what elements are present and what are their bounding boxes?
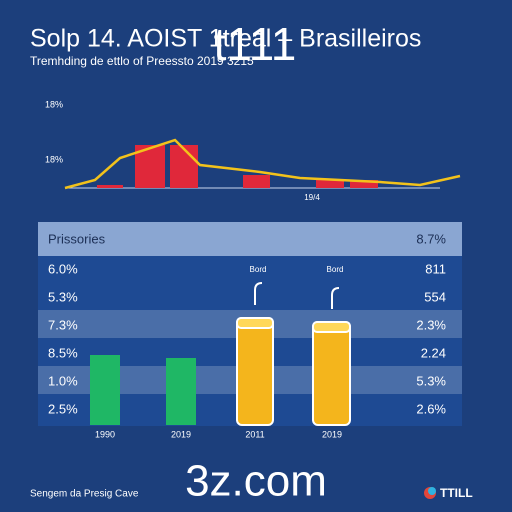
title: Solp 14. AOIST 1treal – Brasilleiros	[30, 25, 421, 53]
x-label: 1990	[95, 429, 115, 439]
row-cell: 554	[424, 289, 446, 304]
pointer	[254, 282, 263, 305]
top-chart: 18% 18% 19/4	[45, 99, 461, 202]
rows: 6.0% 811 5.3% 554 7.3% 2.3% 8.5% 2.24 1.0% 5.3% 2.…	[48, 261, 446, 416]
bar	[316, 180, 344, 188]
header-cell: Prissories	[48, 231, 106, 246]
x-label: 2019	[171, 429, 191, 439]
row-cell: 2.3%	[416, 317, 446, 332]
row-cell: 2.5%	[48, 401, 78, 416]
trend-line	[64, 138, 461, 190]
row-cell: 2.6%	[416, 401, 446, 416]
bar	[170, 145, 198, 188]
cylinder-top	[312, 321, 351, 333]
table: Prissories 8.7% 6.0% 811 5.3% 554 7.3% 2.3% 8.…	[38, 222, 462, 439]
table-header	[38, 222, 462, 256]
pointer	[331, 287, 340, 309]
bar-label: Bord	[327, 265, 344, 274]
row-cell: 7.3%	[48, 317, 78, 332]
row-cell: 2.24	[421, 345, 446, 360]
header-cell: 8.7%	[416, 231, 446, 246]
source: Sengem da Presig Cave	[30, 489, 139, 500]
bar	[166, 358, 196, 425]
row-cell: 811	[425, 261, 446, 276]
row-cell: 5.3%	[416, 373, 446, 388]
cylinder-top	[236, 317, 274, 329]
row-cell: 5.3%	[48, 289, 78, 304]
x-label: 19/4	[304, 193, 320, 202]
bar	[97, 185, 123, 188]
bar	[243, 175, 270, 188]
row-cell: 6.0%	[48, 261, 78, 276]
subtitle: Tremhding de ettlo of Preessto 2019 3215	[30, 54, 254, 68]
row-cell: 1.0%	[48, 373, 78, 388]
cylinder	[236, 317, 274, 426]
bar-label: Bord	[250, 265, 267, 274]
row-cell: 8.5%	[48, 345, 78, 360]
axis-label: 18%	[45, 99, 63, 109]
x-label: 2011	[245, 429, 264, 439]
x-label: 2019	[322, 429, 342, 439]
cylinder	[312, 321, 351, 426]
bar	[90, 355, 120, 425]
bar	[350, 180, 378, 188]
axis-label: 18%	[45, 154, 63, 164]
logo-icon	[428, 487, 436, 495]
logo-text: TTILL	[440, 486, 473, 500]
overlay-watermark: t111	[214, 18, 297, 70]
watermark: 3z.com	[185, 457, 327, 506]
